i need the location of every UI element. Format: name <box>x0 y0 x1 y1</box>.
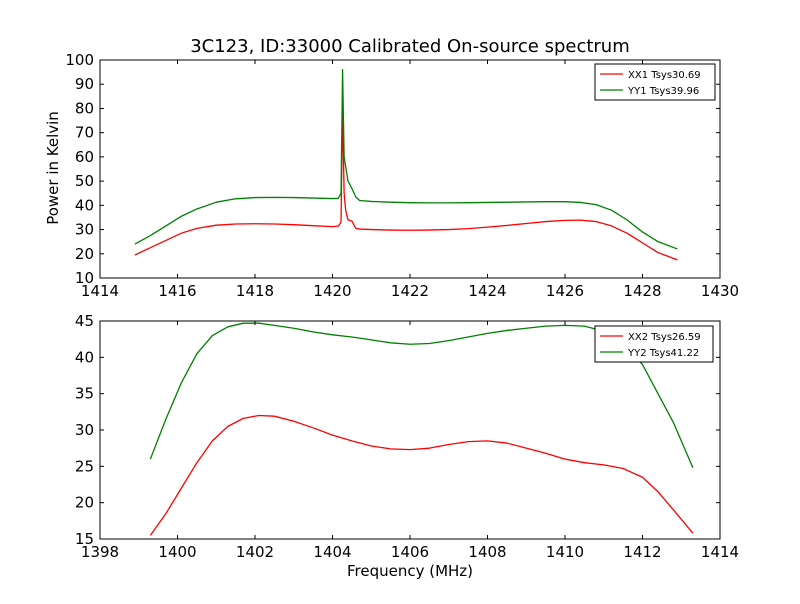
chart-title: 3C123, ID:33000 Calibrated On-source spe… <box>190 36 630 57</box>
x-tick-label: 1398 <box>81 543 119 561</box>
y-tick-label: 60 <box>75 148 94 166</box>
plot-1: 1414 1416 1418 1420 1422 1424 1426 1428 1430 10 20… <box>65 51 739 300</box>
x-tick-label: 1410 <box>546 543 584 561</box>
x-tick-label: 1402 <box>236 543 274 561</box>
x-axis-label: Frequency (MHz) <box>347 562 473 580</box>
x-tick-label: 1428 <box>623 282 661 300</box>
plot-2: 1398 1400 1402 1404 1406 1408 1410 1412 1414 15 20… <box>75 312 739 561</box>
x-tick-label: 1420 <box>313 282 351 300</box>
legend-label: YY2 Tsys41.22 <box>627 348 699 359</box>
y-tick-label: 50 <box>75 172 94 190</box>
x-tick-label: 1416 <box>158 282 196 300</box>
x-tick-label: 1412 <box>623 543 661 561</box>
y-tick-label: 80 <box>75 99 94 117</box>
y-tick-label: 40 <box>75 348 94 366</box>
series-line-yy1 <box>134 69 678 250</box>
y-tick-label: 100 <box>65 51 94 69</box>
x-tick-label: 1400 <box>158 543 196 561</box>
legend: XX2 Tsys26.59 YY2 Tsys41.22 <box>594 325 714 363</box>
x-tick-label: 1424 <box>468 282 506 300</box>
y-tick-label: 20 <box>75 494 94 512</box>
y-tick-label: 90 <box>75 75 94 93</box>
legend-box <box>594 325 714 363</box>
x-tick-label: 1430 <box>701 282 739 300</box>
y-tick-label: 15 <box>75 530 94 548</box>
legend-label: YY1 Tsys39.96 <box>627 86 699 97</box>
legend-label: XX2 Tsys26.59 <box>628 332 701 343</box>
y-tick-label: 10 <box>75 269 94 287</box>
y-tick-label: 25 <box>75 457 94 475</box>
y-tick-label: 45 <box>75 312 94 330</box>
x-tick-label: 1426 <box>546 282 584 300</box>
x-tick-label: 1414 <box>701 543 739 561</box>
y-axis-label: Power in Kelvin <box>44 111 62 225</box>
y-tick-label: 30 <box>75 221 94 239</box>
legend: XX1 Tsys30.69 YY1 Tsys39.96 <box>594 63 716 101</box>
legend-label: XX1 Tsys30.69 <box>628 70 701 81</box>
y-tick-label: 70 <box>75 124 94 142</box>
series-line-xx1 <box>134 107 678 261</box>
series-line-xx2 <box>149 414 694 536</box>
y-tick-label: 30 <box>75 421 94 439</box>
x-tick-label: 1414 <box>81 282 119 300</box>
legend-box <box>594 63 716 101</box>
y-tick-label: 35 <box>75 385 94 403</box>
x-tick-label: 1406 <box>391 543 429 561</box>
x-tick-label: 1418 <box>236 282 274 300</box>
x-tick-label: 1404 <box>313 543 351 561</box>
y-tick-label: 40 <box>75 196 94 214</box>
y-tick-label: 20 <box>75 245 94 263</box>
x-tick-label: 1408 <box>468 543 506 561</box>
x-tick-label: 1422 <box>391 282 429 300</box>
plots: 1414 1416 1418 1420 1422 1424 1426 1428 1430 10 20… <box>65 51 739 561</box>
